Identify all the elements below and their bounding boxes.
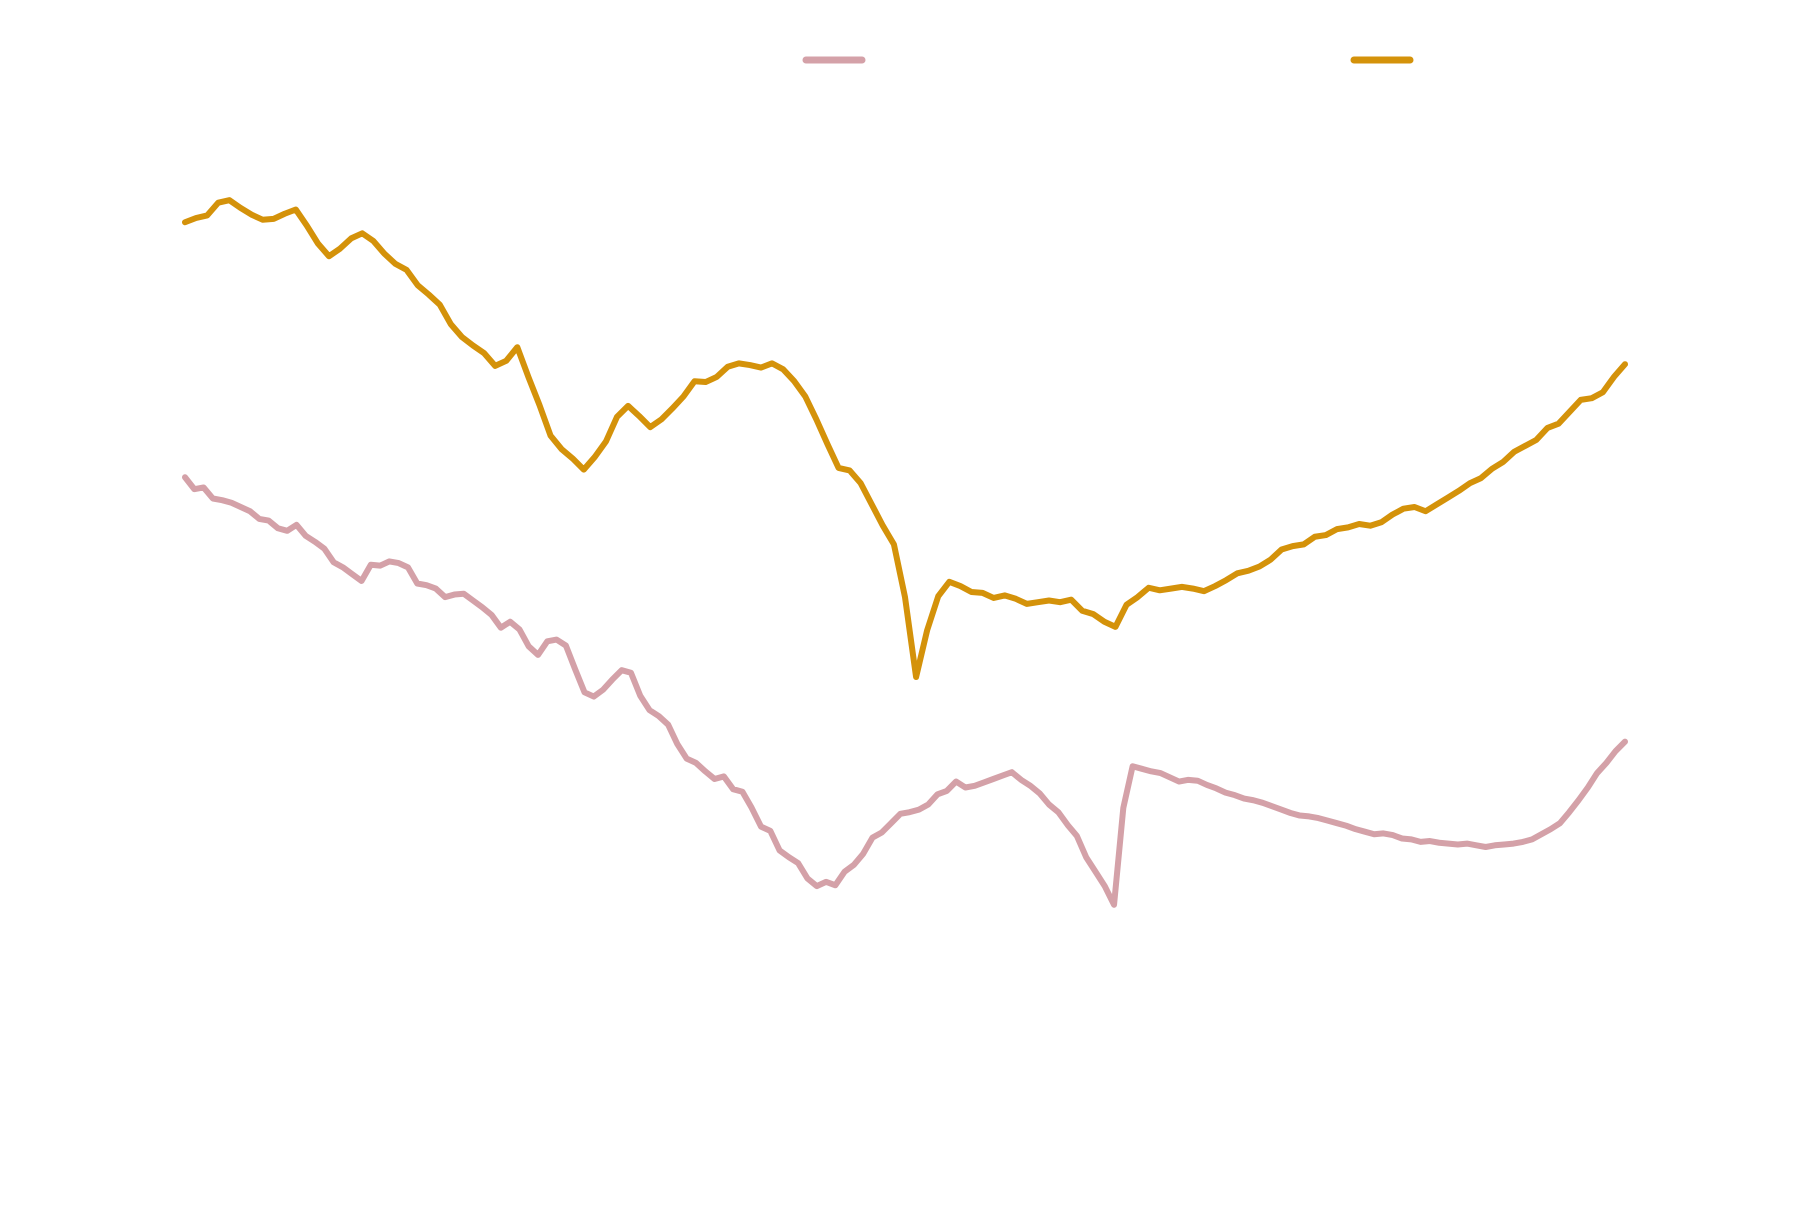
series-group	[182, 197, 1628, 908]
series-line-2	[182, 197, 1628, 680]
series-line-1	[182, 474, 1628, 908]
